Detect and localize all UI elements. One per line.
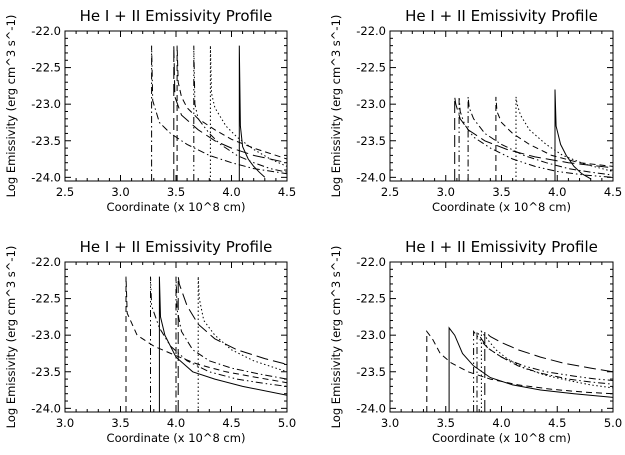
series-line-dashed xyxy=(176,45,287,181)
y-tick-label: -23.0 xyxy=(31,328,61,342)
series-line-dotted xyxy=(480,330,613,412)
series-line-solid xyxy=(554,89,591,181)
series-line-dashed xyxy=(426,330,613,412)
series-line-longdash xyxy=(177,276,287,412)
x-tick-label: 4.5 xyxy=(604,185,622,199)
series-line-solid xyxy=(238,45,266,181)
x-tick-label: 3.5 xyxy=(111,416,129,430)
x-tick-label: 3.0 xyxy=(56,416,74,430)
series-line-dashed xyxy=(495,96,613,181)
y-tick-label: -22.5 xyxy=(356,61,386,75)
series-line-longdash xyxy=(454,96,613,181)
x-axis-label: Coordinate (x 10^8 cm) xyxy=(107,200,246,214)
series-line-dashdot xyxy=(476,329,613,412)
panel-top-left: He I + II Emissivity Profile 2.5 3.0 3.5 4.0… xyxy=(4,7,296,214)
series-line-longdash xyxy=(484,330,613,412)
x-tick-label: 5.0 xyxy=(278,416,296,430)
series-line-dotted xyxy=(197,276,287,412)
x-tick-label: 4.0 xyxy=(548,185,566,199)
x-tick-label: 4.5 xyxy=(222,416,240,430)
series-line-dashdot xyxy=(467,96,613,181)
x-tick-label: 4.0 xyxy=(222,185,240,199)
panel-title: He I + II Emissivity Profile xyxy=(80,7,273,25)
x-tick-label: 4.5 xyxy=(278,185,296,199)
y-tick-label: -22.5 xyxy=(31,292,61,306)
x-tick-label: 3.0 xyxy=(437,185,455,199)
y-tick-label: -24.0 xyxy=(31,401,61,415)
x-tick-label: 3.0 xyxy=(381,416,399,430)
y-tick-label: -22.0 xyxy=(356,24,386,38)
y-tick-label: -23.5 xyxy=(356,365,386,379)
x-tick-label: 5.0 xyxy=(604,416,622,430)
x-tick-label: 2.5 xyxy=(381,185,399,199)
series-line-dashdot xyxy=(151,45,287,181)
series-line-longdash xyxy=(173,45,287,181)
y-tick-label: -23.5 xyxy=(31,365,61,379)
y-tick-label: -22.5 xyxy=(356,292,386,306)
y-axis-label: Log Emissivity (erg cm^3 s^-1) xyxy=(329,15,343,198)
x-tick-label: 4.0 xyxy=(167,416,185,430)
x-tick-label: 3.5 xyxy=(167,185,185,199)
series-line-dashdotdot xyxy=(193,45,287,181)
series-line-dotted xyxy=(209,45,287,181)
x-axis-label: Coordinate (x 10^8 cm) xyxy=(432,200,571,214)
x-tick-label: 2.5 xyxy=(56,185,74,199)
y-tick-label: -23.5 xyxy=(356,134,386,148)
panel-top-right: He I + II Emissivity Profile 2.5 3.0 3.5 4.0… xyxy=(329,7,622,214)
series-line-dashdotdot xyxy=(150,276,287,412)
y-tick-label: -23.0 xyxy=(356,328,386,342)
panel-title: He I + II Emissivity Profile xyxy=(405,7,598,25)
series-line-dashed xyxy=(125,276,287,412)
x-tick-label: 4.5 xyxy=(548,416,566,430)
series-line-dashdotdot xyxy=(473,330,613,412)
x-tick-label: 4.0 xyxy=(492,416,510,430)
panel-bottom-right: He I + II Emissivity Profile 3.0 3.5 4.0 4.5… xyxy=(329,238,622,445)
panel-title: He I + II Emissivity Profile xyxy=(405,238,598,256)
y-tick-label: -24.0 xyxy=(31,170,61,184)
y-tick-label: -22.0 xyxy=(31,255,61,269)
plot-frame xyxy=(64,30,288,182)
x-axis-label: Coordinate (x 10^8 cm) xyxy=(432,431,571,445)
y-tick-label: -23.0 xyxy=(31,97,61,111)
y-tick-label: -23.5 xyxy=(31,134,61,148)
y-tick-label: -23.0 xyxy=(356,97,386,111)
series-line-dashdot xyxy=(175,276,287,412)
plot-frame xyxy=(389,261,614,413)
plot-frame xyxy=(389,30,614,182)
x-tick-label: 3.5 xyxy=(437,416,455,430)
panel-bottom-left: He I + II Emissivity Profile 3.0 3.5 4.0 4.5… xyxy=(4,238,296,445)
panel-title: He I + II Emissivity Profile xyxy=(80,238,273,256)
y-tick-label: -22.5 xyxy=(31,61,61,75)
y-tick-label: -22.0 xyxy=(31,24,61,38)
series-line-dashdotdot xyxy=(458,96,613,181)
y-tick-label: -22.0 xyxy=(356,255,386,269)
series-line-dotted xyxy=(515,96,613,181)
y-axis-label: Log Emissivity (erg cm^3 s^-1) xyxy=(4,246,18,429)
x-axis-label: Coordinate (x 10^8 cm) xyxy=(107,431,246,445)
y-axis-label: Log Emissivity (erg cm^3 s^-1) xyxy=(4,15,18,198)
y-tick-label: -24.0 xyxy=(356,401,386,415)
y-tick-label: -24.0 xyxy=(356,170,386,184)
x-tick-label: 3.0 xyxy=(111,185,129,199)
series-line-solid xyxy=(448,326,613,412)
x-tick-label: 3.5 xyxy=(492,185,510,199)
y-axis-label: Log Emissivity (erg cm^3 s^-1) xyxy=(329,246,343,429)
